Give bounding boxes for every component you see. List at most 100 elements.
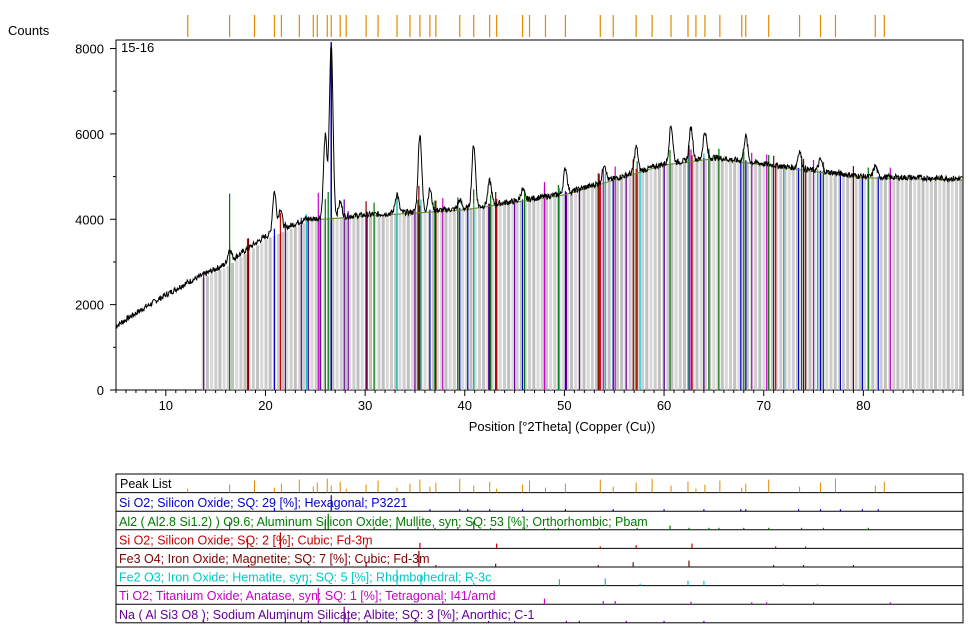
y-tick-label: 0 (97, 383, 104, 398)
gray-fill-bar (323, 218, 327, 390)
sample-label: 15-16 (121, 40, 154, 55)
gray-fill-bar (507, 202, 511, 390)
gray-fill-bar (791, 167, 795, 390)
gray-fill-bar (473, 207, 477, 390)
phase-legend-label: Al2 ( Al2.8 Si1.2) ) O9.6; Aluminum Sili… (119, 515, 648, 529)
y-tick-label: 6000 (75, 127, 104, 142)
x-tick-label: 10 (159, 398, 173, 413)
y-axis-title: Counts (8, 23, 50, 38)
phase-fill-layer (201, 157, 963, 390)
gray-fill-bar (553, 195, 557, 390)
gray-fill-bar (293, 226, 297, 390)
gray-fill-bar (402, 212, 406, 390)
phase-legend-label: Fe2 O3; Iron Oxide; Hematite, syn; SQ: 5… (119, 571, 491, 585)
gray-fill-bar (210, 274, 214, 390)
gray-fill-bar (260, 242, 264, 390)
gray-fill-bar (331, 217, 335, 390)
x-tick-label: 40 (458, 398, 472, 413)
gray-fill-bar (528, 199, 532, 390)
gray-fill-bar (369, 214, 373, 390)
gray-fill-bar (879, 176, 883, 390)
x-tick-label: 50 (557, 398, 571, 413)
gray-fill-bar (590, 185, 594, 390)
gray-fill-bar (737, 160, 741, 390)
gray-fill-bar (842, 173, 845, 390)
gray-fill-bar (775, 165, 779, 390)
gray-fill-bar (394, 213, 398, 390)
x-tick-label: 60 (657, 398, 671, 413)
gray-fill-bar (620, 176, 624, 390)
gray-fill-bar (427, 211, 431, 390)
gray-fill-bar (946, 178, 950, 390)
gray-fill-bar (540, 197, 544, 390)
gray-fill-bar (415, 211, 419, 390)
gray-fill-bar (235, 260, 239, 390)
gray-fill-bar (218, 270, 222, 390)
gray-fill-bar (863, 176, 866, 390)
gray-fill-bar (214, 272, 218, 390)
phase-legend-label: Fe3 O4; Iron Oxide; Magnetite; SQ: 7 [%]… (119, 552, 430, 566)
gray-fill-bar (670, 163, 674, 390)
gray-fill-bar (695, 159, 699, 390)
x-axis: 10 20 30 40 50 60 70 80 (115, 390, 964, 413)
gray-fill-bar (825, 171, 829, 390)
gray-fill-bar (896, 177, 900, 390)
gray-fill-bar (724, 158, 728, 390)
gray-fill-bar (377, 214, 381, 390)
gray-fill-bar (942, 178, 946, 390)
reference-tick-strip (187, 15, 885, 37)
gray-fill-bar (239, 257, 243, 390)
gray-fill-bar (448, 209, 452, 390)
gray-fill-bar (226, 265, 230, 390)
gray-fill-bar (787, 166, 791, 390)
gray-fill-bar (256, 245, 260, 390)
gray-fill-bar (544, 196, 548, 390)
gray-fill-bar (281, 232, 285, 390)
gray-fill-bar (733, 159, 737, 390)
gray-fill-bar (741, 160, 745, 390)
gray-fill-bar (758, 163, 762, 390)
x-tick-label: 80 (856, 398, 870, 413)
gray-fill-bar (929, 178, 933, 390)
y-tick-label: 2000 (75, 298, 104, 313)
gray-fill-bar (406, 212, 410, 390)
gray-fill-bar (503, 202, 506, 390)
gray-fill-bar (950, 178, 954, 390)
gray-fill-bar (909, 177, 912, 390)
gray-fill-bar (770, 164, 774, 390)
gray-fill-bar (536, 197, 540, 390)
gray-fill-bar (900, 177, 904, 390)
gray-fill-bar (674, 162, 678, 390)
gray-fill-bar (829, 172, 833, 390)
gray-fill-bar (390, 213, 393, 390)
gray-fill-bar (511, 201, 515, 390)
gray-fill-bar (352, 215, 356, 390)
gray-fill-bar (883, 177, 887, 390)
peak-list-title: Peak List (120, 477, 172, 491)
gray-fill-bar (595, 184, 599, 390)
gray-fill-bar (649, 168, 653, 390)
gray-fill-bar (565, 193, 569, 390)
gray-fill-bar (452, 209, 456, 390)
gray-fill-bar (302, 223, 306, 390)
gray-fill-bar (875, 176, 879, 390)
gray-fill-bar (699, 159, 703, 390)
gray-fill-bar (871, 176, 875, 390)
gray-fill-bar (477, 206, 481, 390)
gray-fill-bar (519, 200, 523, 390)
gray-fill-bar (729, 159, 732, 390)
gray-fill-bar (812, 170, 816, 390)
gray-fill-bar (678, 161, 682, 390)
y-axis: 0 2000 4000 6000 8000 (75, 42, 116, 398)
phase-legend: Peak List Si O2; Silicon Oxide; SQ: 29 [%… (115, 473, 964, 624)
gray-fill-bar (913, 177, 917, 390)
gray-fill-bar (904, 177, 908, 390)
gray-fill-bar (440, 210, 444, 390)
gray-fill-bar (431, 210, 435, 390)
gray-fill-bar (917, 177, 921, 390)
gray-fill-bar (486, 205, 490, 390)
gray-fill-bar (925, 177, 929, 390)
gray-fill-bar (310, 218, 314, 390)
gray-fill-bar (653, 166, 657, 390)
x-tick-label: 20 (258, 398, 272, 413)
